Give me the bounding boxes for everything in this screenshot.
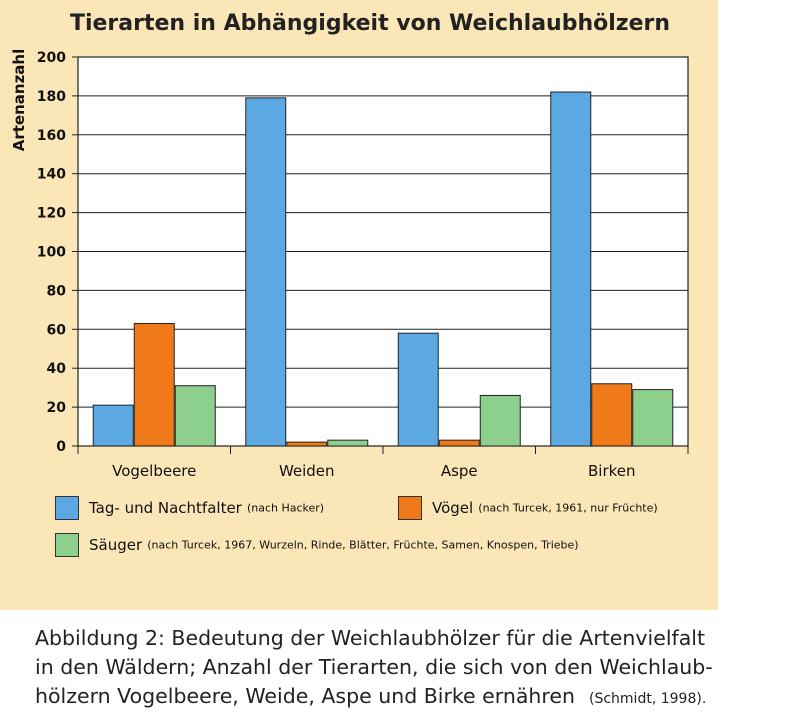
bar-birken-2 bbox=[591, 383, 633, 447]
bar-aspe-1 bbox=[397, 332, 439, 447]
bar-vogelbeere-1 bbox=[92, 404, 134, 447]
bar-weiden-1 bbox=[245, 97, 287, 447]
legend-note-voegel: (nach Turcek, 1961, nur Früchte) bbox=[478, 501, 658, 515]
bar-chart: Tierarten in Abhängigkeit von Weichlaubh… bbox=[10, 11, 689, 480]
legend-label-falter: Tag- und Nachtfalter bbox=[89, 499, 242, 517]
legend-swatch-falter bbox=[55, 496, 79, 520]
bar-aspe-3 bbox=[479, 394, 521, 447]
legend-swatch-saeuger bbox=[55, 533, 79, 557]
caption-line-3: hölzern Vogelbeere, Weide, Aspe und Birk… bbox=[35, 684, 575, 708]
bar-weiden-2 bbox=[286, 441, 328, 447]
x-category-label: Vogelbeere bbox=[112, 462, 196, 480]
x-category-label: Birken bbox=[588, 462, 636, 480]
figure-caption: Abbildung 2: Bedeutung der Weichlaubhölz… bbox=[35, 624, 795, 714]
y-tick-label: 20 bbox=[47, 400, 67, 416]
bar-birken-1 bbox=[550, 91, 592, 447]
x-category-label: Aspe bbox=[441, 462, 478, 480]
legend-swatch-voegel bbox=[398, 496, 422, 520]
bar-aspe-2 bbox=[438, 439, 480, 447]
chart-title: Tierarten in Abhängigkeit von Weichlaubh… bbox=[70, 11, 670, 36]
y-tick-label: 0 bbox=[56, 439, 66, 455]
legend-note-saeuger: (nach Turcek, 1967, Wurzeln, Rinde, Blät… bbox=[147, 538, 579, 552]
y-tick-label: 200 bbox=[37, 50, 66, 66]
bar-vogelbeere-2 bbox=[133, 322, 175, 447]
bar-weiden-3 bbox=[327, 439, 369, 447]
caption-source: (Schmidt, 1998). bbox=[589, 691, 707, 707]
y-tick-label: 160 bbox=[37, 128, 66, 144]
y-tick-label: 140 bbox=[37, 167, 66, 183]
bar-vogelbeere-3 bbox=[174, 385, 216, 447]
caption-line-1: Abbildung 2: Bedeutung der Weichlaubhölz… bbox=[35, 626, 706, 650]
x-category-label: Weiden bbox=[279, 462, 335, 480]
y-tick-label: 180 bbox=[37, 89, 66, 105]
caption-line-2: in den Wäldern; Anzahl der Tierarten, di… bbox=[35, 655, 713, 679]
y-tick-label: 40 bbox=[47, 361, 67, 377]
bar-birken-3 bbox=[632, 389, 674, 447]
y-tick-label: 120 bbox=[37, 206, 66, 222]
legend-note-falter: (nach Hacker) bbox=[246, 501, 325, 515]
legend-label-voegel: Vögel bbox=[432, 499, 474, 517]
legend-label-saeuger: Säuger bbox=[89, 536, 143, 554]
legend-item-saeuger: Säuger (nach Turcek, 1967, Wurzeln, Rind… bbox=[55, 533, 579, 557]
legend-item-voegel: Vögel (nach Turcek, 1961, nur Früchte) bbox=[398, 496, 658, 520]
y-tick-label: 80 bbox=[47, 283, 67, 299]
y-tick-label: 60 bbox=[47, 322, 67, 338]
y-axis-label: Artenanzahl bbox=[10, 49, 28, 152]
y-tick-label: 100 bbox=[37, 245, 66, 261]
legend-item-falter: Tag- und Nachtfalter (nach Hacker) bbox=[55, 496, 324, 520]
caption-line-3-wrap: hölzern Vogelbeere, Weide, Aspe und Birk… bbox=[35, 682, 795, 714]
